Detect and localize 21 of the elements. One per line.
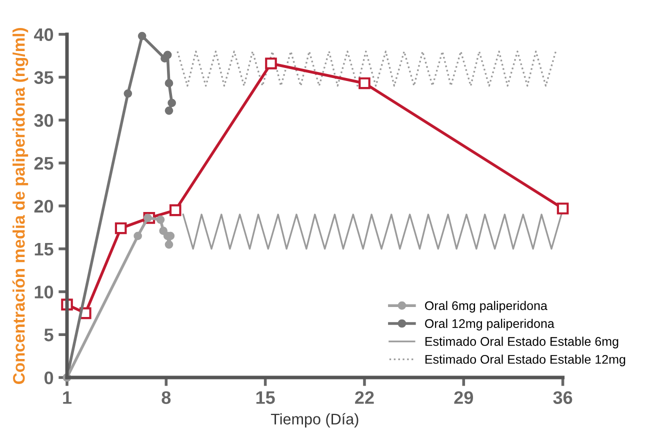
x-tick-label: 36: [553, 391, 572, 404]
x-tick-label: 8: [162, 391, 171, 404]
x-axis-title: Tiempo (Día): [270, 413, 358, 428]
y-tick-label: 30: [34, 114, 54, 127]
y-tick-label: 0: [44, 371, 54, 384]
y-tick-label: 40: [34, 28, 54, 42]
legend-label: Oral 12mg paliperidona: [425, 318, 554, 330]
y-tick-label: 20: [34, 200, 54, 213]
y-tick-label: 25: [34, 156, 54, 170]
x-tick-label: 22: [355, 391, 374, 404]
legend-label: Estimado Oral Estado Estable 6mg: [425, 336, 618, 348]
y-tick-label: 15: [34, 242, 54, 256]
legend-label: Estimado Oral Estado Estable 12mg: [425, 354, 626, 366]
y-axis-title: Concentración media de paliperidona (ng/ml): [12, 28, 28, 384]
x-tick-label: 15: [256, 391, 275, 404]
legend-label: Oral 6mg paliperidona: [425, 300, 548, 313]
y-tick-label: 35: [34, 71, 54, 84]
y-tick-label: 5: [44, 328, 54, 342]
y-tick-label: 10: [34, 286, 54, 298]
x-tick-label: 1: [63, 391, 72, 404]
x-tick-label: 29: [454, 391, 474, 404]
